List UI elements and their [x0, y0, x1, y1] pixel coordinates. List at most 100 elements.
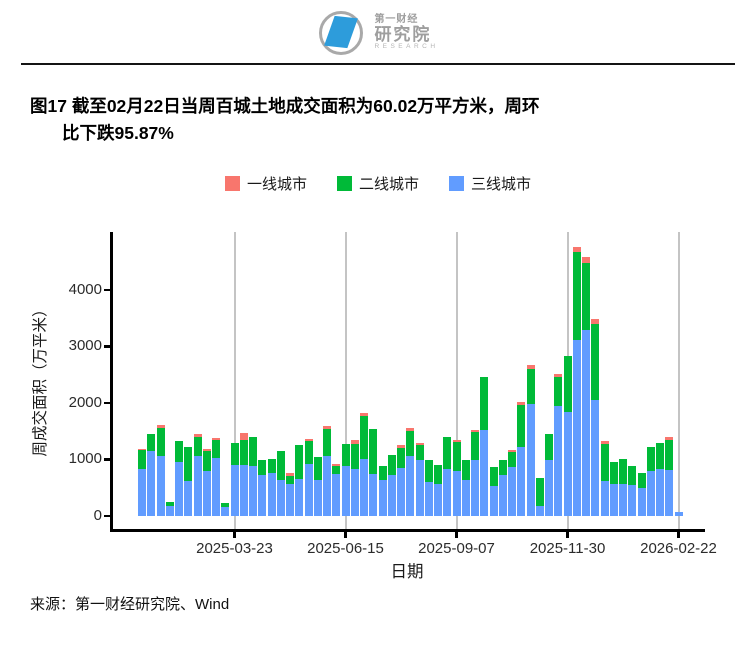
header: 第一财经 研究院 RESEARCH — [0, 0, 756, 59]
bar-segment-二线城市 — [646, 446, 655, 471]
bar-segment-三线城市 — [591, 399, 600, 516]
bar-segment-二线城市 — [489, 466, 498, 486]
legend-item-tier2: 二线城市 — [336, 173, 419, 194]
bar-segment-一线城市 — [332, 464, 341, 467]
bar-segment-二线城市 — [147, 434, 156, 451]
bar-segment-二线城市 — [156, 427, 165, 456]
figure-title-line2: 比下跌95.87% — [62, 123, 174, 144]
bar-segment-二线城市 — [295, 444, 304, 479]
bar-segment-三线城市 — [628, 484, 637, 516]
y-axis-line — [110, 232, 113, 532]
bar-segment-一线城市 — [582, 257, 590, 263]
bar-segment-二线城市 — [498, 460, 507, 476]
bar-segment-二线城市 — [582, 262, 590, 330]
bar-segment-二线城市 — [591, 324, 600, 400]
brand-logo: 第一财经 研究院 RESEARCH — [317, 7, 438, 59]
bar-segment-三线城市 — [471, 460, 479, 516]
bar-segment-一线城市 — [452, 440, 461, 443]
legend-swatch-tier2 — [336, 176, 352, 192]
y-tick-mark — [103, 401, 111, 404]
logo-circle-shape — [319, 11, 364, 55]
x-tick-mark — [566, 531, 569, 538]
bar-segment-三线城市 — [276, 480, 285, 516]
bar-segment-二线城市 — [212, 440, 220, 458]
bar-segment-二线城市 — [276, 451, 285, 481]
bar-segment-二线城市 — [175, 440, 183, 463]
bar-segment-三线城市 — [443, 468, 452, 516]
x-tick-label: 2026-02-22 — [640, 540, 717, 558]
brand-logo-text: 第一财经 研究院 RESEARCH — [374, 15, 438, 50]
brand-sub: RESEARCH — [374, 42, 439, 50]
bar-segment-三线城市 — [212, 457, 220, 516]
x-tick-mark — [344, 531, 347, 538]
bar-segment-一线城市 — [212, 438, 220, 441]
bar-segment-三线城市 — [258, 475, 267, 516]
bar-segment-三线城市 — [637, 487, 646, 516]
y-tick-label: 3000 — [68, 337, 102, 355]
bar-segment-三线城市 — [415, 460, 424, 516]
bar-segment-三线城市 — [434, 483, 442, 516]
bar-segment-二线城市 — [369, 428, 378, 474]
bar-segment-三线城市 — [304, 464, 313, 516]
bar-segment-三线城市 — [619, 484, 627, 516]
brand-logo-icon — [317, 9, 365, 57]
legend-swatch-tier3 — [449, 176, 464, 192]
bar-segment-一线城市 — [508, 449, 516, 453]
bar-segment-三线城市 — [452, 470, 461, 516]
bar-segment-二线城市 — [415, 445, 424, 461]
bar-segment-三线城市 — [332, 473, 341, 516]
bar-segment-二线城市 — [313, 457, 322, 481]
x-tick-label: 2025-09-07 — [418, 540, 495, 558]
bar-segment-三线城市 — [193, 456, 202, 516]
bar-segment-二线城市 — [526, 368, 535, 404]
gridline — [344, 232, 347, 530]
bar-segment-三线城市 — [554, 405, 563, 516]
brand-line2: 研究院 — [374, 24, 432, 44]
bar-segment-三线城市 — [545, 460, 553, 516]
bar-segment-二线城市 — [360, 415, 368, 459]
gridline — [677, 232, 680, 530]
bar-segment-二线城市 — [517, 405, 526, 448]
x-tick-mark — [677, 531, 680, 538]
bar-segment-三线城市 — [572, 340, 581, 516]
bar-segment-一线城市 — [397, 445, 405, 448]
y-tick-mark — [103, 288, 111, 291]
bar-segment-三线城市 — [341, 466, 350, 516]
bar-segment-三线城市 — [138, 468, 146, 516]
bar-segment-二线城市 — [239, 439, 248, 465]
bar-segment-二线城市 — [193, 436, 202, 457]
bar-segment-三线城市 — [526, 403, 535, 516]
bar-segment-三线城市 — [147, 450, 156, 516]
bar-segment-二线城市 — [406, 431, 415, 457]
bar-segment-三线城市 — [249, 466, 257, 516]
bar-segment-三线城市 — [535, 506, 544, 516]
chart-legend: 一线城市 二线城市 三线城市 — [0, 173, 756, 194]
bar-segment-二线城市 — [378, 466, 387, 481]
bar-segment-三线城市 — [369, 473, 378, 516]
bar-segment-二线城市 — [230, 443, 239, 465]
bar-segment-三线城市 — [360, 458, 368, 516]
bar-segment-三线城市 — [656, 469, 664, 516]
bar-segment-二线城市 — [221, 503, 230, 508]
source-note: 来源：第一财经研究院、Wind — [30, 596, 230, 614]
gridline — [233, 232, 236, 530]
bar-segment-一线城市 — [323, 426, 331, 430]
bar-segment-一线城市 — [193, 434, 202, 437]
bar-segment-二线城市 — [304, 440, 313, 465]
bar-segment-三线城市 — [378, 480, 387, 516]
bar-segment-三线城市 — [424, 482, 433, 516]
bar-segment-三线城市 — [387, 475, 396, 516]
bar-segment-三线城市 — [267, 473, 276, 516]
bar-segment-一线城市 — [600, 441, 609, 444]
bar-segment-三线城市 — [498, 475, 507, 516]
bar-segment-二线城市 — [267, 458, 276, 474]
bar-segment-二线城市 — [184, 446, 193, 481]
bar-segment-二线城市 — [619, 459, 627, 485]
bar-segment-二线城市 — [434, 464, 442, 484]
bar-segment-二线城市 — [554, 377, 563, 406]
figure-title-line1: 图17 截至02月22日当周百城土地成交面积为60.02万平方米，周环 — [30, 96, 540, 116]
bar-segment-三线城市 — [239, 464, 248, 516]
bar-segment-三线城市 — [295, 478, 304, 516]
legend-label-tier3: 三线城市 — [471, 176, 532, 194]
bar-segment-二线城市 — [656, 443, 664, 470]
